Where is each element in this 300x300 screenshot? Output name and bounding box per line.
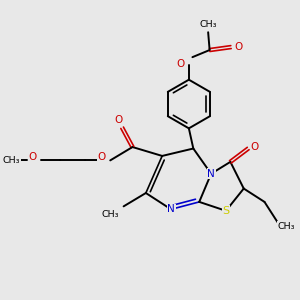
Text: N: N [167, 204, 175, 214]
Text: O: O [114, 115, 123, 125]
Text: O: O [250, 142, 259, 152]
Text: CH₃: CH₃ [101, 210, 119, 219]
Text: O: O [176, 59, 185, 69]
Text: O: O [28, 152, 36, 162]
Text: S: S [222, 206, 230, 216]
Text: CH₃: CH₃ [278, 222, 296, 231]
Text: O: O [234, 42, 242, 52]
Text: N: N [207, 169, 215, 179]
Text: CH₃: CH₃ [200, 20, 217, 29]
Text: O: O [98, 152, 106, 162]
Text: CH₃: CH₃ [3, 156, 20, 165]
